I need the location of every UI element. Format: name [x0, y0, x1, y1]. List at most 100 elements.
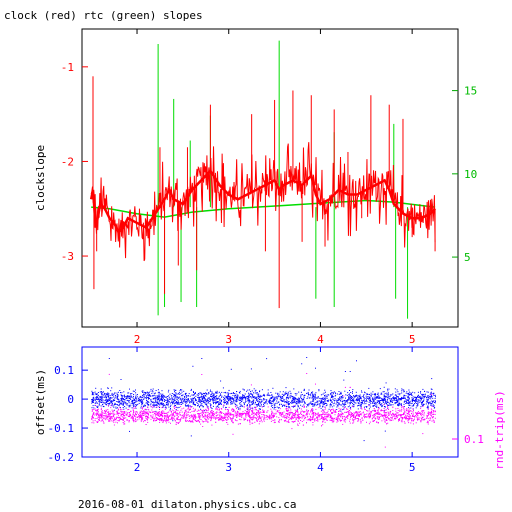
- offset-point: [397, 404, 399, 405]
- rnd-trip-point: [221, 415, 223, 417]
- rnd-trip-point: [255, 409, 257, 411]
- offset-point: [129, 395, 130, 397]
- rnd-trip-point: [293, 415, 295, 417]
- offset-point: [385, 395, 387, 397]
- rnd-trip-point: [323, 417, 325, 419]
- offset-point: [211, 398, 213, 399]
- offset-point: [218, 404, 220, 405]
- offset-point: [92, 405, 94, 407]
- rnd-trip-point: [104, 412, 106, 414]
- offset-point: [99, 399, 101, 401]
- offset-point: [268, 400, 270, 401]
- offset-point: [102, 402, 104, 404]
- offset-point: [192, 399, 194, 401]
- rnd-trip-point: [224, 415, 226, 417]
- offset-point: [111, 394, 113, 396]
- offset-point: [306, 392, 307, 394]
- rnd-trip-point: [133, 421, 135, 423]
- rnd-trip-point: [341, 412, 343, 414]
- rnd-trip-point: [206, 406, 208, 408]
- offset-point: [410, 393, 412, 395]
- rnd-trip-point: [408, 422, 410, 424]
- rnd-trip-point: [310, 411, 312, 413]
- offset-point: [250, 396, 251, 398]
- offset-point: [376, 393, 378, 395]
- offset-point: [418, 400, 420, 402]
- rnd-trip-point: [313, 415, 315, 417]
- rnd-trip-point: [111, 404, 113, 406]
- rnd-trip-point: [213, 413, 215, 415]
- offset-point: [172, 401, 174, 403]
- rnd-trip-point: [200, 412, 202, 414]
- rnd-trip-point: [375, 413, 377, 414]
- rnd-trip-point: [271, 418, 273, 420]
- offset-point: [416, 400, 418, 402]
- offset-point: [312, 394, 313, 396]
- offset-point: [258, 398, 260, 400]
- rnd-trip-point: [290, 418, 292, 420]
- rnd-trip-point: [421, 419, 423, 421]
- offset-point: [339, 392, 341, 394]
- offset-point: [423, 403, 425, 405]
- rnd-trip-scatter: [91, 373, 436, 448]
- offset-point: [205, 399, 207, 401]
- offset-point: [127, 396, 129, 397]
- rnd-trip-point: [173, 410, 175, 412]
- offset-point: [369, 404, 371, 406]
- offset-point: [254, 397, 256, 399]
- offset-point: [415, 399, 416, 401]
- rnd-trip-point: [100, 420, 102, 422]
- offset-point: [116, 394, 118, 395]
- rnd-trip-point: [107, 418, 109, 420]
- rnd-trip-point: [373, 414, 375, 416]
- rnd-trip-point: [380, 410, 382, 412]
- rnd-trip-point: [210, 410, 212, 412]
- offset-point: [187, 398, 189, 400]
- offset-point: [109, 400, 111, 402]
- rnd-trip-point: [300, 414, 302, 415]
- rnd-trip-point: [392, 415, 394, 417]
- offset-point: [352, 400, 354, 402]
- offset-point: [144, 392, 146, 393]
- offset-point: [375, 398, 377, 400]
- offset-point: [108, 403, 110, 404]
- rnd-trip-point: [273, 412, 275, 414]
- offset-point: [162, 404, 164, 406]
- rnd-trip-point: [374, 413, 376, 415]
- rnd-trip-point: [135, 419, 137, 421]
- offset-point: [152, 394, 154, 396]
- offset-point: [188, 405, 190, 407]
- rnd-trip-point: [233, 415, 235, 417]
- rnd-trip-point: [184, 414, 186, 416]
- offset-point: [267, 392, 269, 394]
- offset-point: [175, 406, 177, 408]
- rnd-trip-point: [400, 420, 402, 422]
- offset-point: [210, 399, 211, 401]
- offset-point: [314, 404, 316, 405]
- offset-point: [186, 394, 188, 396]
- offset-point: [360, 402, 362, 403]
- offset-point: [131, 401, 133, 403]
- offset-point: [248, 398, 250, 400]
- offset-point: [142, 398, 144, 400]
- rnd-trip-point: [358, 411, 360, 413]
- rnd-trip-point: [148, 417, 150, 419]
- offset-point: [169, 409, 171, 411]
- offset-point: [431, 378, 433, 380]
- offset-point: [227, 398, 229, 400]
- rnd-trip-point: [368, 413, 370, 415]
- offset-point: [376, 404, 378, 406]
- offset-point: [347, 406, 349, 408]
- rnd-trip-point: [349, 422, 351, 424]
- rnd-trip-point: [291, 418, 293, 420]
- offset-point: [195, 399, 197, 401]
- rnd-trip-point: [414, 416, 416, 418]
- rnd-trip-point: [225, 419, 227, 421]
- offset-point: [226, 403, 228, 405]
- rnd-trip-point: [259, 411, 261, 413]
- rnd-trip-point: [232, 417, 234, 419]
- offset-point: [385, 399, 387, 401]
- offset-point: [221, 391, 223, 393]
- rnd-trip-point: [202, 416, 204, 417]
- offset-point: [399, 393, 401, 394]
